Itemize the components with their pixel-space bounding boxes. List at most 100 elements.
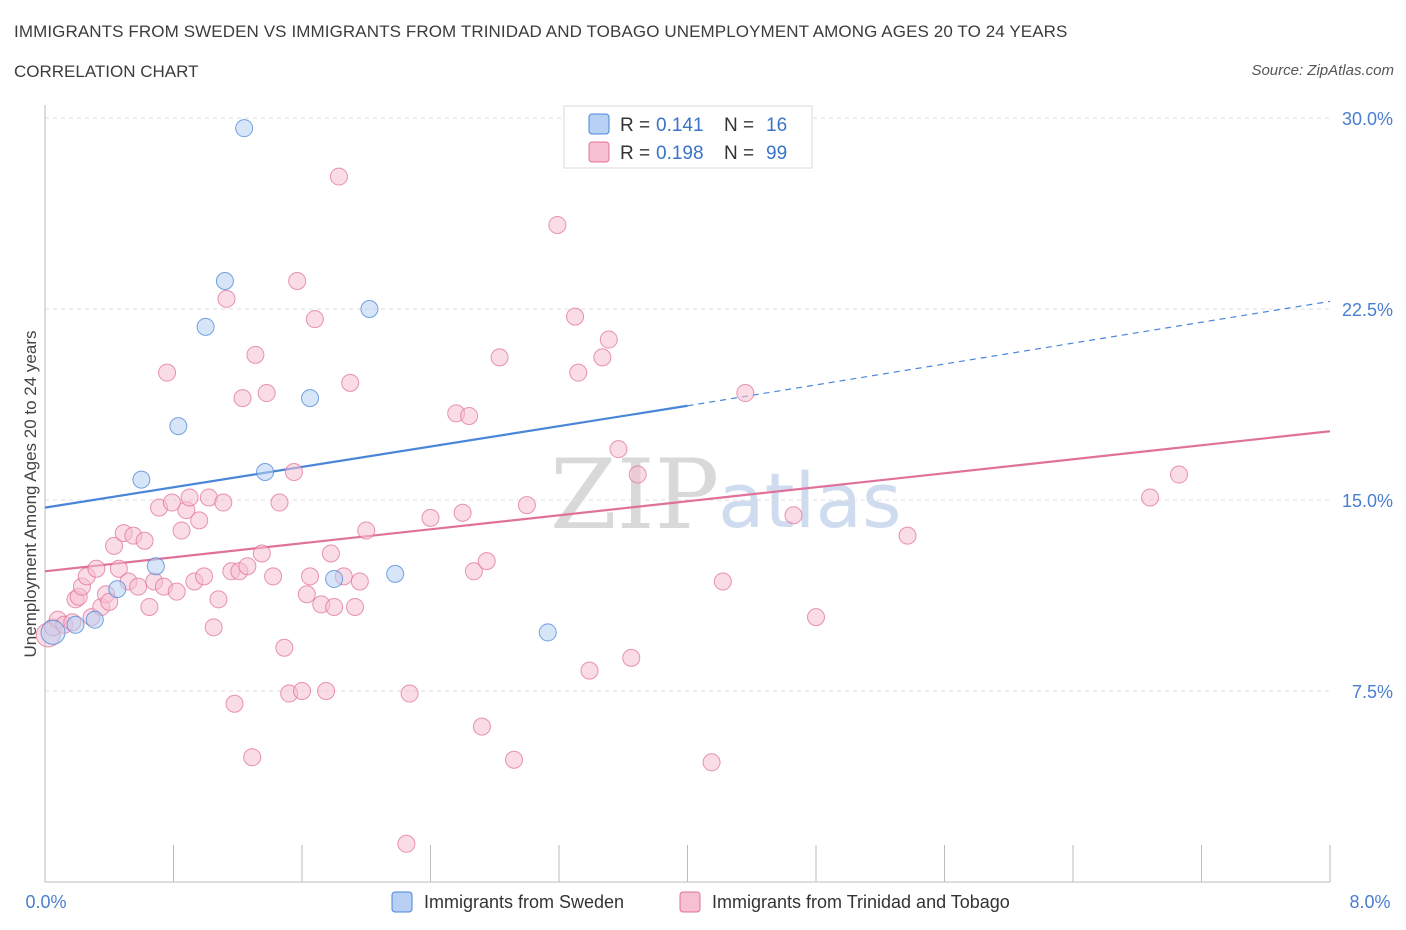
point-sweden-7 [196, 317, 215, 336]
point-trinidad-84 [593, 348, 612, 367]
point-trinidad-90 [713, 572, 732, 591]
point-trinidad-10 [87, 559, 106, 578]
point-trinidad-89 [702, 753, 721, 772]
point-trinidad-19 [129, 577, 148, 596]
y-tick-label-1: 15.0% [1342, 491, 1393, 511]
point-sweden-12 [325, 569, 344, 588]
point-trinidad-72 [453, 503, 472, 522]
trend-line-sweden-extension [687, 300, 1331, 407]
point-sweden-4 [132, 470, 151, 489]
point-trinidad-66 [350, 572, 369, 591]
point-trinidad-15 [109, 559, 128, 578]
point-sweden-14 [386, 564, 405, 583]
bottom-legend: Immigrants from Sweden Immigrants from T… [391, 891, 1010, 913]
point-trinidad-36 [209, 590, 228, 609]
point-trinidad-13 [100, 592, 119, 611]
point-trinidad-42 [233, 389, 252, 408]
source-credit: Source: ZipAtlas.com [1251, 62, 1394, 79]
legend-r-label-trinidad: R = [620, 143, 650, 164]
point-trinidad-77 [490, 348, 509, 367]
point-trinidad-43 [238, 557, 257, 576]
point-trinidad-61 [325, 597, 344, 616]
point-sweden-5 [146, 557, 165, 576]
point-trinidad-88 [628, 465, 647, 484]
point-trinidad-48 [264, 567, 283, 586]
legend-n-label-sweden: N = [724, 115, 754, 136]
point-trinidad-14 [105, 536, 124, 555]
point-trinidad-95 [1141, 488, 1160, 507]
point-trinidad-69 [400, 684, 419, 703]
bottom-legend-swatch-sweden [391, 891, 413, 913]
point-sweden-8 [215, 271, 234, 290]
point-trinidad-67 [357, 521, 376, 540]
point-sweden-6 [169, 417, 188, 436]
point-trinidad-21 [140, 597, 159, 616]
y-tick-label-2: 22.5% [1342, 300, 1393, 320]
bottom-legend-swatch-trinidad [679, 891, 701, 913]
point-trinidad-85 [599, 330, 618, 349]
y-tick-labels: 7.5% 15.0% 22.5% 30.0% [1342, 109, 1393, 702]
y-tick-label-3: 30.0% [1342, 109, 1393, 129]
point-trinidad-47 [257, 384, 276, 403]
point-trinidad-64 [341, 373, 360, 392]
watermark-zip: ZIP [550, 439, 719, 551]
watermark-atlas: atlas [718, 456, 902, 545]
point-trinidad-49 [270, 493, 289, 512]
point-sweden-3 [108, 580, 127, 599]
point-trinidad-38 [217, 289, 236, 308]
point-trinidad-46 [252, 544, 271, 563]
point-sweden-10 [256, 462, 275, 481]
legend-n-value-trinidad: 99 [766, 143, 787, 164]
point-trinidad-83 [580, 661, 599, 680]
legend-r-label-sweden: R = [620, 115, 650, 136]
point-sweden-1 [66, 615, 85, 634]
point-trinidad-65 [346, 597, 365, 616]
point-trinidad-50 [275, 638, 294, 657]
point-trinidad-28 [172, 521, 191, 540]
point-trinidad-45 [246, 345, 265, 364]
x-tick-label-max: 8.0% [1349, 892, 1390, 912]
point-trinidad-92 [784, 506, 803, 525]
point-sweden-2 [85, 610, 104, 629]
point-trinidad-32 [190, 511, 209, 530]
bottom-legend-label-trinidad: Immigrants from Trinidad and Tobago [712, 892, 1010, 912]
point-trinidad-75 [472, 717, 491, 736]
legend-swatch-trinidad [588, 141, 610, 163]
point-sweden-13 [360, 300, 379, 318]
point-sweden-15 [538, 623, 557, 642]
point-trinidad-94 [898, 526, 917, 545]
point-trinidad-55 [297, 585, 316, 604]
y-axis-label: Unemployment Among Ages 20 to 24 years [21, 331, 40, 658]
point-trinidad-74 [464, 562, 483, 581]
point-trinidad-40 [225, 694, 244, 713]
legend-swatch-sweden [588, 113, 610, 135]
point-trinidad-79 [517, 496, 536, 515]
point-trinidad-96 [1170, 465, 1189, 484]
point-trinidad-52 [284, 462, 303, 481]
point-trinidad-68 [397, 834, 416, 853]
chart-subtitle: CORRELATION CHART [14, 62, 199, 81]
legend-n-label-trinidad: N = [724, 143, 754, 164]
point-trinidad-70 [421, 508, 440, 527]
point-trinidad-59 [317, 682, 336, 700]
point-trinidad-86 [609, 440, 628, 459]
legend-r-value-trinidad: 0.198 [656, 143, 704, 164]
point-trinidad-81 [566, 307, 585, 326]
point-trinidad-60 [321, 544, 340, 563]
point-trinidad-33 [195, 567, 214, 586]
point-trinidad-54 [293, 682, 311, 700]
legend-box: R = 0.141 N = 16 R = 0.198 N = 99 [563, 105, 813, 169]
point-trinidad-25 [158, 363, 177, 382]
legend-r-value-sweden: 0.141 [656, 115, 704, 136]
trend-line-sweden [44, 404, 688, 509]
point-trinidad-82 [569, 363, 588, 382]
bottom-legend-label-sweden: Immigrants from Sweden [424, 892, 624, 912]
point-sweden-0 [40, 619, 66, 645]
point-trinidad-44 [243, 748, 262, 767]
point-trinidad-20 [135, 531, 154, 550]
point-trinidad-93 [807, 608, 825, 627]
y-tick-label-0: 7.5% [1352, 682, 1393, 702]
x-ticks [173, 845, 1331, 882]
point-trinidad-56 [301, 567, 320, 586]
